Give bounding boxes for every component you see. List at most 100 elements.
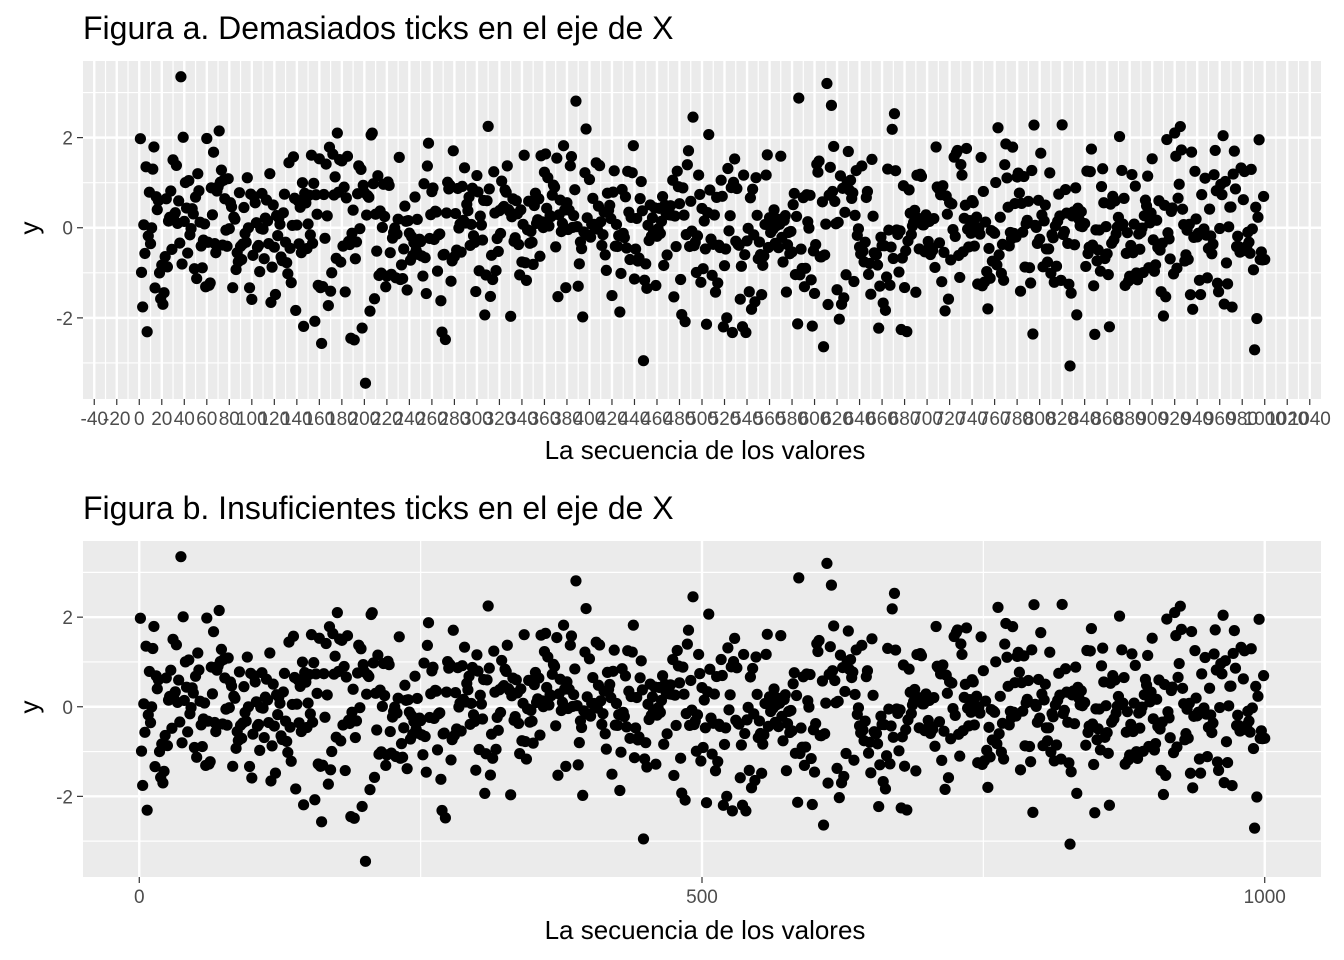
x-tick-label: 180 [326, 409, 358, 430]
data-point [627, 619, 639, 631]
data-point [894, 225, 906, 237]
data-point [135, 745, 148, 757]
data-point [792, 318, 804, 330]
data-point [650, 279, 662, 292]
data-point [865, 767, 877, 779]
data-point [960, 622, 973, 634]
data-point [510, 195, 522, 207]
data-point [411, 692, 423, 705]
data-point [311, 687, 323, 699]
chart-b: Figura b. Insuficientes ticks en el eje … [14, 490, 1321, 945]
data-point [760, 648, 772, 660]
data-point [847, 187, 859, 199]
data-point [476, 234, 489, 246]
data-point [398, 722, 410, 734]
data-point [620, 721, 633, 733]
data-point [302, 218, 314, 230]
data-point [708, 688, 720, 700]
data-point [418, 657, 430, 669]
data-point [233, 666, 246, 678]
x-tick-label: 440 [619, 409, 651, 430]
data-point [658, 738, 670, 750]
data-point [287, 151, 300, 163]
data-point [1079, 697, 1091, 709]
data-point [708, 209, 720, 221]
data-point [361, 688, 373, 700]
data-point [471, 169, 483, 182]
data-point [137, 301, 149, 313]
data-point [206, 209, 219, 221]
data-point [1030, 700, 1042, 713]
data-point [463, 191, 475, 203]
data-point [975, 151, 987, 164]
data-point [348, 334, 360, 346]
data-point [718, 738, 731, 751]
data-point [1166, 202, 1179, 214]
data-point [1161, 613, 1173, 625]
data-point [930, 620, 942, 633]
data-point [608, 165, 620, 177]
data-point [825, 99, 838, 111]
data-point [786, 246, 798, 258]
data-point [227, 282, 239, 294]
data-point [695, 276, 707, 288]
data-point [637, 355, 650, 367]
data-point [1063, 757, 1075, 769]
data-point [320, 637, 332, 650]
data-point [1126, 168, 1138, 181]
data-point [703, 608, 715, 620]
data-point [420, 766, 432, 778]
data-point [756, 767, 768, 779]
data-point [139, 247, 151, 260]
data-point [955, 638, 967, 650]
data-point [182, 726, 194, 738]
data-point [1161, 133, 1173, 146]
data-point [930, 141, 942, 153]
data-point [1064, 838, 1076, 850]
data-point [341, 150, 354, 162]
data-point [221, 240, 233, 252]
data-point [472, 186, 484, 198]
data-point [147, 642, 159, 655]
data-point [379, 690, 391, 702]
data-point [1212, 764, 1225, 776]
data-point [476, 713, 489, 725]
data-point [695, 755, 707, 767]
data-point [287, 630, 300, 642]
data-point [583, 173, 596, 186]
data-point [213, 125, 225, 137]
data-point [1059, 183, 1072, 196]
data-point [873, 322, 885, 334]
data-point [768, 683, 780, 695]
data-point [993, 249, 1005, 261]
data-point [867, 689, 879, 701]
data-point [1243, 715, 1255, 727]
data-point [619, 670, 632, 682]
data-point [1043, 722, 1055, 734]
x-tick-label: 580 [776, 409, 808, 430]
data-point [610, 218, 623, 231]
data-point [310, 189, 322, 201]
data-point [363, 191, 375, 203]
data-point [297, 799, 310, 811]
data-point [927, 723, 939, 735]
data-point [887, 252, 899, 265]
y-tick-label: -2 [56, 309, 73, 330]
data-point [350, 715, 363, 727]
data-point [281, 735, 293, 748]
data-point [709, 286, 722, 298]
data-point [1203, 682, 1216, 694]
data-point [723, 704, 735, 716]
data-point [320, 158, 332, 170]
data-point [552, 769, 564, 781]
x-tick-label: 640 [844, 409, 876, 430]
data-point [1250, 680, 1262, 693]
data-point [750, 172, 762, 184]
data-point [1071, 787, 1083, 799]
data-point [726, 326, 738, 339]
data-point [724, 210, 736, 222]
data-point [883, 224, 895, 236]
data-point [285, 277, 297, 289]
data-point [788, 667, 800, 679]
data-point [715, 174, 727, 186]
